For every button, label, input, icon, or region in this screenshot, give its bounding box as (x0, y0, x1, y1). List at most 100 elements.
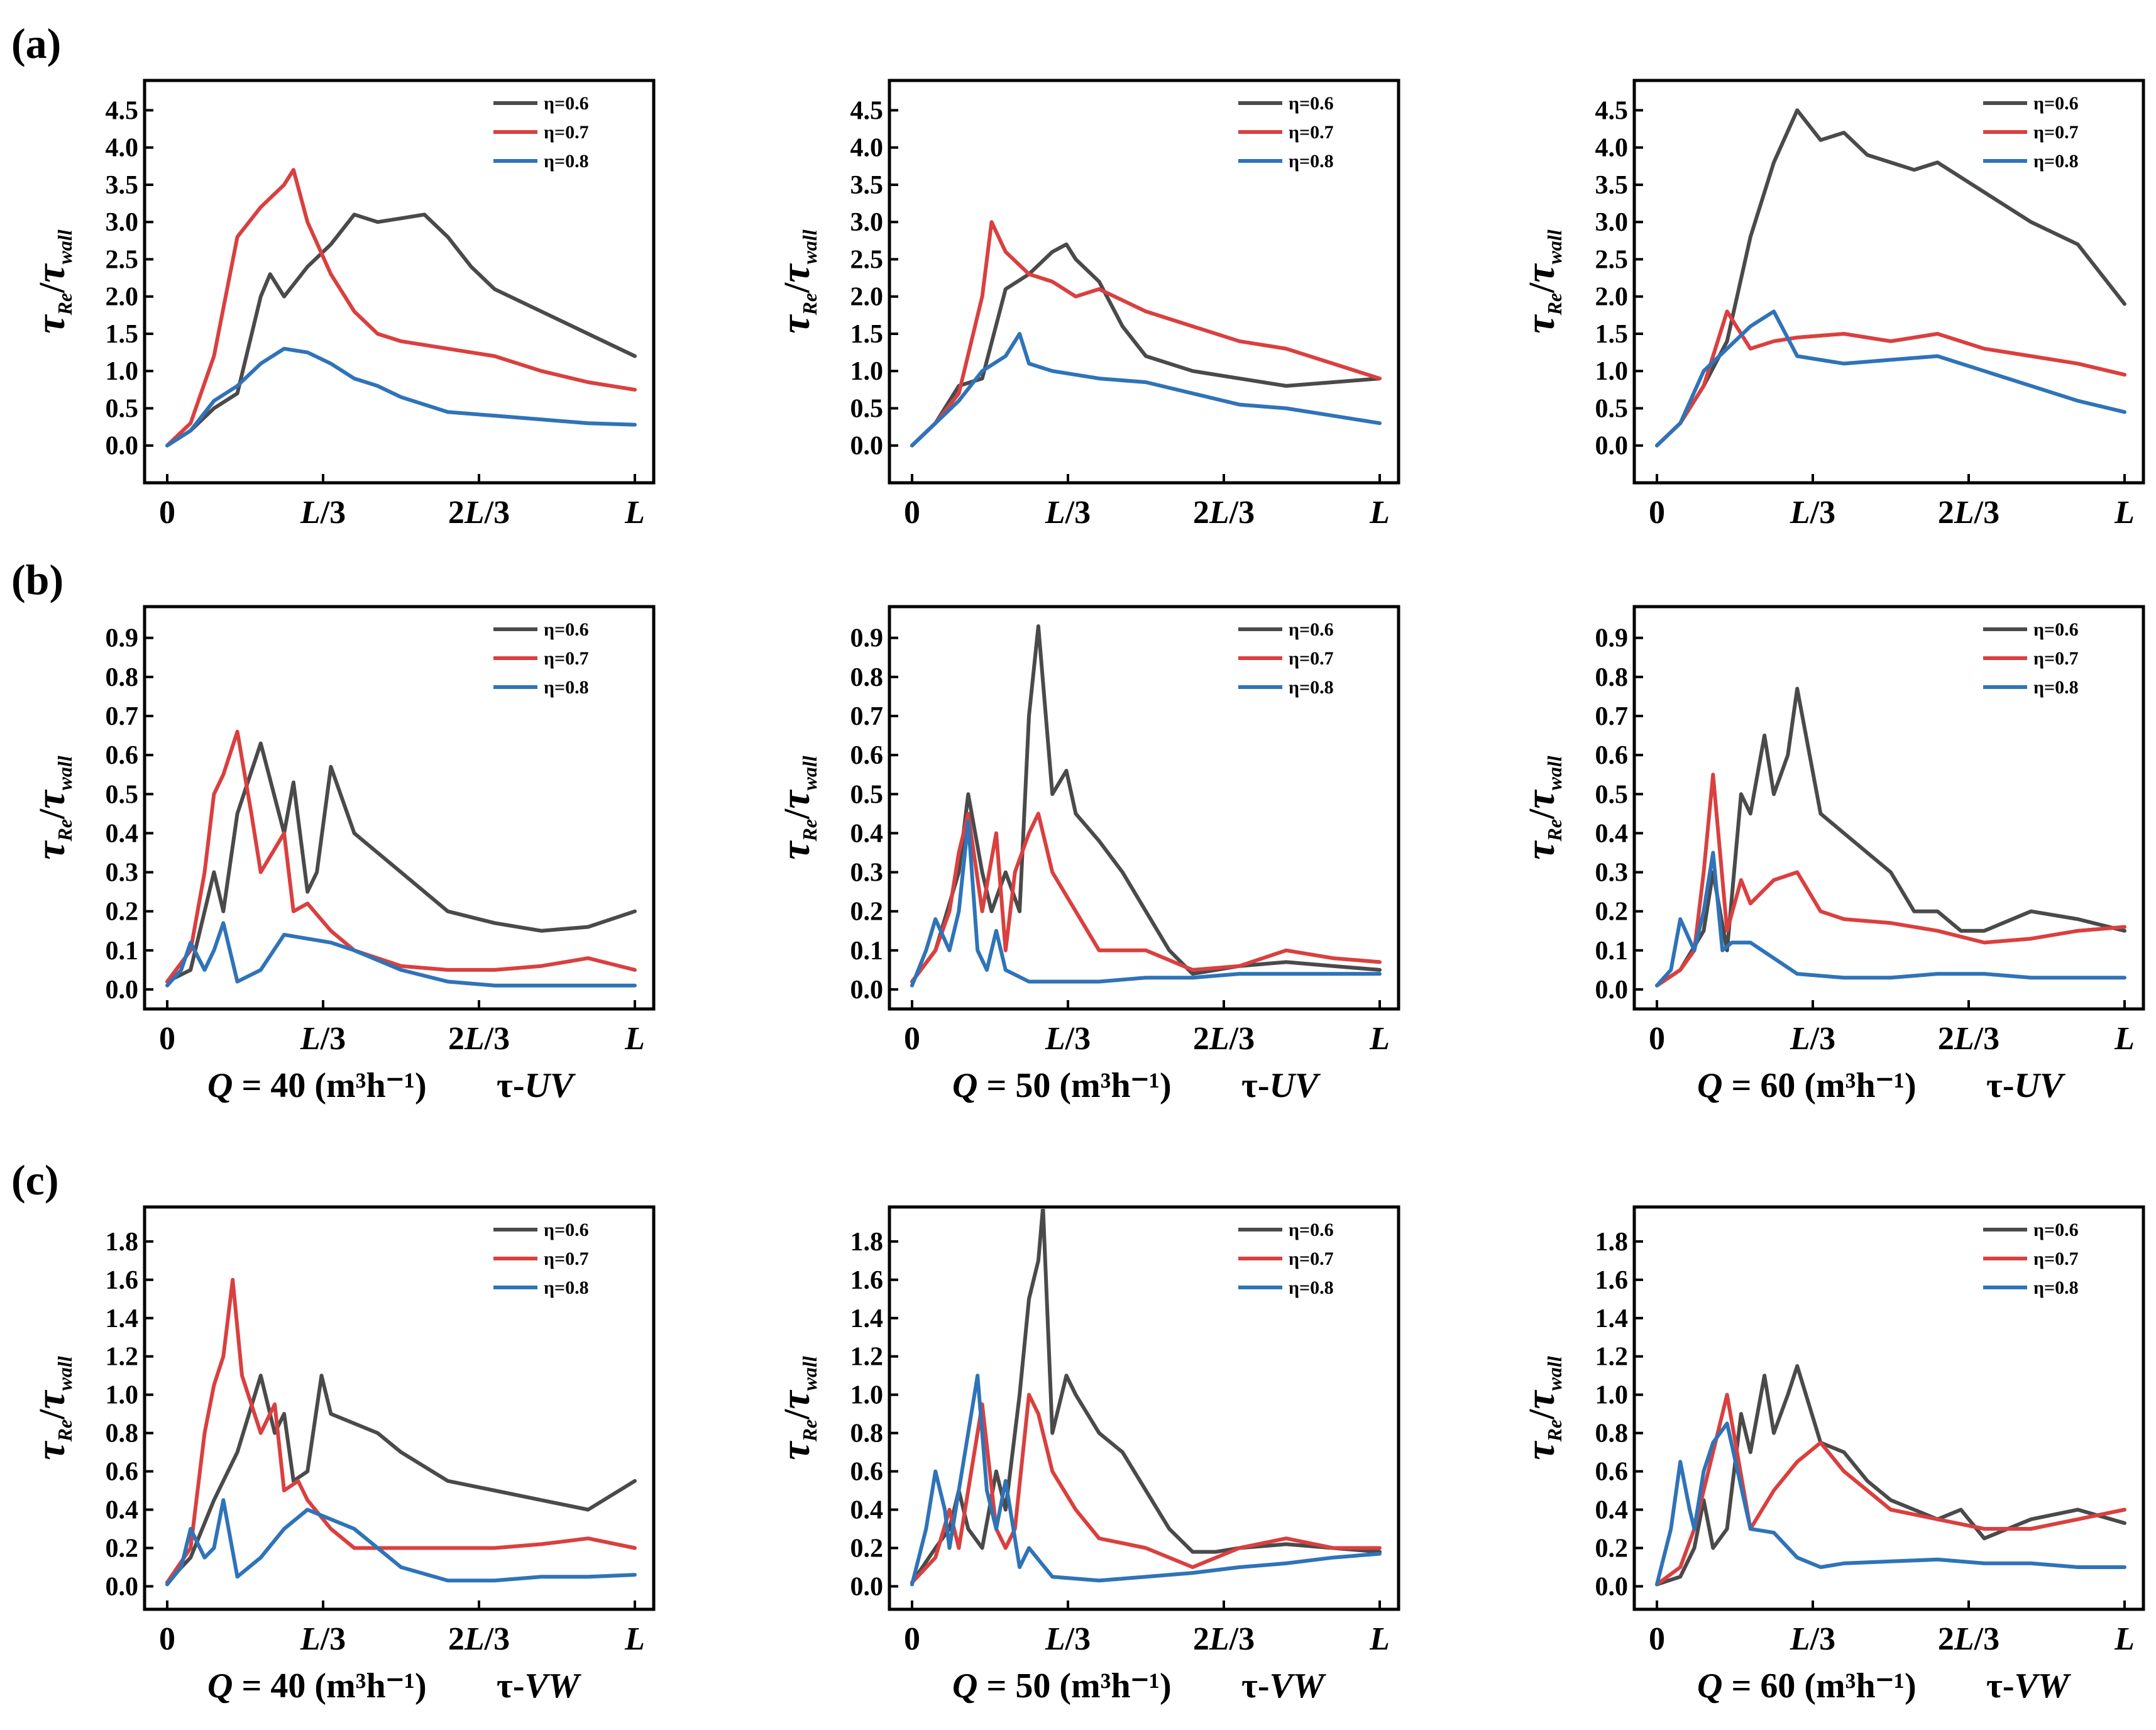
series-line-eta-0.6 (1655, 1364, 2126, 1587)
y-tick-label: 4.5 (1595, 96, 1629, 125)
y-tick-label: 1.0 (106, 1381, 139, 1410)
x-tick-label: L (1369, 1621, 1390, 1657)
y-tick-label: 0.0 (850, 432, 884, 461)
x-tick-label: 0 (159, 495, 175, 531)
legend-label: η=0.7 (2033, 648, 2079, 669)
y-tick-label: 0.1 (1595, 937, 1629, 966)
x-tick-label: L/3 (1790, 1621, 1835, 1657)
legend-label: η=0.7 (2033, 122, 2079, 143)
y-tick-label: 0.6 (1595, 1458, 1629, 1487)
y-axis-label: τRe/τwall (28, 229, 76, 334)
x-tick-label: L/3 (1045, 495, 1091, 531)
y-tick-label: 0.6 (106, 741, 139, 770)
y-tick-label: 1.0 (850, 1381, 884, 1410)
series-line-eta-0.6 (1655, 686, 2126, 988)
legend-label: η=0.8 (2033, 677, 2079, 698)
series-group (165, 168, 637, 448)
y-axis-label: τRe/τwall (1517, 229, 1566, 334)
panel-caption-stress: τ-VW (497, 1667, 582, 1705)
y-tick-label: 1.6 (1595, 1266, 1629, 1295)
x-tick-label: L/3 (1790, 1021, 1835, 1057)
legend-label: η=0.8 (544, 677, 589, 698)
y-tick-label: 0.4 (850, 819, 884, 848)
y-tick-label: 2.0 (1595, 283, 1629, 312)
y-tick-label: 4.0 (850, 134, 884, 163)
x-tick-label: 0 (904, 495, 920, 531)
series-line-eta-0.8 (165, 921, 637, 988)
legend-label: η=0.6 (1289, 1220, 1334, 1240)
row-label-b: (b) (11, 556, 63, 603)
legend-label: η=0.6 (2033, 93, 2079, 114)
legend-label: η=0.6 (544, 93, 589, 114)
series-group (910, 1209, 1382, 1587)
x-tick-label: L (624, 495, 645, 531)
legend-label: η=0.8 (1289, 1277, 1334, 1298)
y-axis-label: τRe/τwall (28, 1356, 76, 1460)
y-tick-label: 1.8 (106, 1228, 139, 1257)
x-tick-label: L/3 (1045, 1021, 1091, 1057)
y-axis-label: τRe/τwall (28, 756, 76, 860)
y-tick-label: 2.0 (850, 283, 884, 312)
series-line-eta-0.7 (1655, 309, 2126, 448)
panel-caption: Q = 60 (m³h⁻¹) (1697, 1667, 1917, 1705)
row-label-a: (a) (11, 19, 61, 67)
plot-frame (143, 605, 656, 1011)
y-axis-label: τRe/τwall (773, 756, 821, 860)
legend-label: η=0.7 (544, 122, 589, 143)
series-line-eta-0.8 (910, 332, 1382, 448)
legend-label: η=0.6 (2033, 619, 2079, 640)
panel-c-40: 0.0 0.2 0.4 0.6 0.8 1.0 1.2 1.4 1.6 1.8 0 L/3 2L/3 Lτ… (28, 1205, 656, 1705)
x-tick-label: L (624, 1621, 645, 1657)
y-tick-label: 0.5 (1595, 780, 1629, 809)
panel-a-50: 0.0 0.5 1.0 1.5 2.0 2.5 3.0 3.5 4.0 4.5 0 L/3 2L/3 Lτ… (773, 79, 1400, 531)
panel-caption: Q = 50 (m³h⁻¹) (952, 1066, 1172, 1105)
y-tick-label: 0.6 (1595, 741, 1629, 770)
series-line-eta-0.7 (910, 812, 1382, 984)
y-tick-label: 1.5 (1595, 320, 1629, 349)
y-tick-label: 4.5 (106, 96, 139, 125)
plot-frame (888, 1205, 1400, 1611)
x-tick-label: 0 (159, 1621, 175, 1657)
y-tick-label: 0.4 (106, 1496, 139, 1525)
x-tick-label: 2L/3 (1193, 1021, 1255, 1057)
plot-frame (143, 1205, 656, 1611)
y-tick-label: 1.2 (106, 1343, 139, 1372)
legend-label: η=0.7 (544, 648, 589, 669)
y-tick-label: 0.2 (1595, 898, 1629, 927)
x-tick-label: 2L/3 (1193, 495, 1255, 531)
y-tick-label: 1.6 (850, 1266, 884, 1295)
y-tick-label: 1.8 (850, 1228, 884, 1257)
plot-frame (1632, 605, 2145, 1011)
series-group (910, 220, 1382, 448)
y-tick-label: 0.9 (850, 624, 884, 653)
x-tick-label: L (624, 1021, 645, 1057)
panel-c-50: 0.0 0.2 0.4 0.6 0.8 1.0 1.2 1.4 1.6 1.8 0 L/3 2L/3 Lτ… (773, 1205, 1400, 1705)
panel-caption: Q = 40 (m³h⁻¹) (207, 1667, 427, 1705)
panel-caption: Q = 50 (m³h⁻¹) (952, 1667, 1172, 1705)
y-tick-label: 0.0 (106, 976, 139, 1005)
legend-label: η=0.6 (2033, 1220, 2079, 1240)
series-line-eta-0.7 (910, 220, 1382, 448)
panel-caption-stress: τ-UV (1986, 1066, 2066, 1105)
y-tick-label: 2.5 (850, 245, 884, 274)
x-tick-label: L (1369, 1021, 1390, 1057)
y-tick-label: 1.8 (1595, 1228, 1629, 1257)
y-tick-label: 0.6 (850, 741, 884, 770)
series-line-eta-0.8 (165, 346, 637, 448)
legend-label: η=0.8 (1289, 151, 1334, 172)
plot-frame (1632, 1205, 2145, 1611)
y-tick-label: 0.3 (850, 859, 884, 888)
x-tick-label: 0 (1649, 495, 1665, 531)
y-tick-label: 0.2 (106, 898, 139, 927)
y-tick-label: 1.4 (106, 1304, 139, 1333)
series-line-eta-0.6 (910, 242, 1382, 448)
series-group (165, 1277, 637, 1587)
y-tick-label: 1.5 (106, 320, 139, 349)
x-tick-label: L/3 (300, 1021, 346, 1057)
y-tick-label: 1.4 (850, 1304, 884, 1333)
y-tick-label: 1.0 (1595, 1381, 1629, 1410)
y-tick-label: 3.5 (1595, 171, 1629, 200)
y-tick-label: 0.0 (850, 1572, 884, 1601)
plot-frame (1632, 79, 2145, 485)
